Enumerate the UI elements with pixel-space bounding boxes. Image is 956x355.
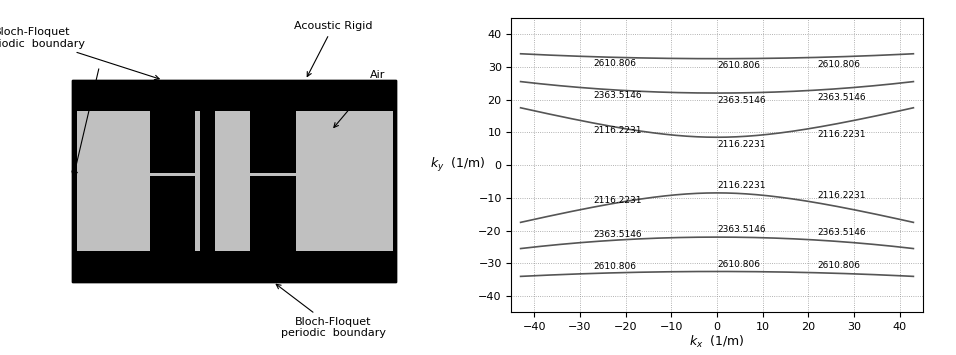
Bar <box>150 98 195 173</box>
Bar <box>150 176 195 251</box>
Text: 2363.5146: 2363.5146 <box>817 229 866 237</box>
Bar <box>215 111 250 251</box>
Text: Bloch-Floquet
periodic  boundary: Bloch-Floquet periodic boundary <box>276 284 385 338</box>
Text: 2610.806: 2610.806 <box>594 262 637 271</box>
Text: 2610.806: 2610.806 <box>817 60 860 69</box>
Bar <box>73 80 396 282</box>
Text: Bloch-Floquet
periodic  boundary: Bloch-Floquet periodic boundary <box>0 27 160 80</box>
Text: 2610.806: 2610.806 <box>717 61 760 70</box>
X-axis label: $k_x$  (1/m): $k_x$ (1/m) <box>689 333 745 350</box>
Bar <box>250 111 393 251</box>
Y-axis label: $k_y$  (1/m): $k_y$ (1/m) <box>430 156 486 174</box>
Text: 2116.2231: 2116.2231 <box>817 191 866 200</box>
Text: 2116.2231: 2116.2231 <box>817 130 866 139</box>
Text: 2610.806: 2610.806 <box>594 59 637 69</box>
Text: 2116.2231: 2116.2231 <box>594 196 642 204</box>
Text: 2610.806: 2610.806 <box>817 261 860 270</box>
Text: 2363.5146: 2363.5146 <box>717 225 766 235</box>
Text: Air: Air <box>334 70 385 127</box>
Text: 2116.2231: 2116.2231 <box>717 140 766 149</box>
Text: Acoustic Rigid: Acoustic Rigid <box>293 21 372 77</box>
Bar <box>76 111 200 251</box>
Bar <box>73 80 396 282</box>
Text: 2363.5146: 2363.5146 <box>594 91 642 100</box>
Text: 2363.5146: 2363.5146 <box>717 95 766 105</box>
Bar <box>250 176 295 251</box>
Text: 2116.2231: 2116.2231 <box>594 126 642 135</box>
Text: 2116.2231: 2116.2231 <box>717 181 766 190</box>
Bar <box>250 98 295 173</box>
Text: 2363.5146: 2363.5146 <box>817 93 866 102</box>
Text: 2610.806: 2610.806 <box>717 260 760 269</box>
Text: 2363.5146: 2363.5146 <box>594 230 642 239</box>
